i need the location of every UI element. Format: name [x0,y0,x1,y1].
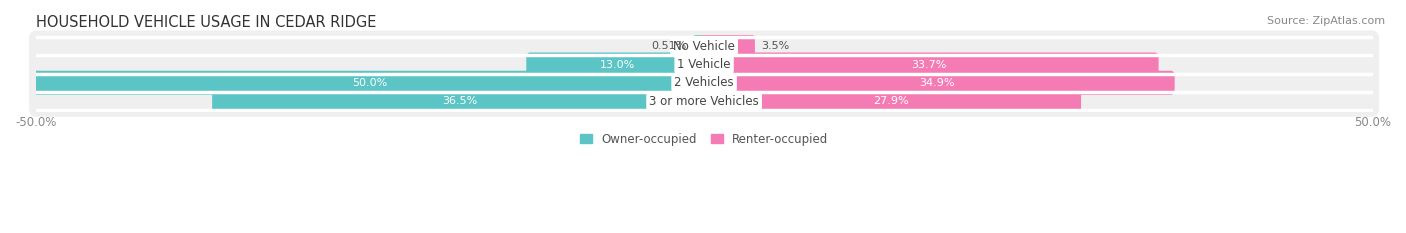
Text: 2 Vehicles: 2 Vehicles [675,76,734,89]
FancyBboxPatch shape [700,71,1174,95]
Text: 33.7%: 33.7% [911,59,948,69]
FancyBboxPatch shape [30,31,1379,62]
FancyBboxPatch shape [212,89,709,113]
FancyBboxPatch shape [30,49,1379,80]
FancyBboxPatch shape [693,34,709,58]
FancyBboxPatch shape [30,67,1379,99]
Text: HOUSEHOLD VEHICLE USAGE IN CEDAR RIDGE: HOUSEHOLD VEHICLE USAGE IN CEDAR RIDGE [35,15,375,30]
Text: 3.5%: 3.5% [762,41,790,51]
Text: No Vehicle: No Vehicle [673,40,735,53]
Text: 50.0%: 50.0% [353,78,388,88]
Text: 13.0%: 13.0% [599,59,636,69]
FancyBboxPatch shape [700,52,1159,77]
Text: 27.9%: 27.9% [873,96,908,106]
FancyBboxPatch shape [700,89,1081,113]
FancyBboxPatch shape [32,71,709,95]
FancyBboxPatch shape [526,52,709,77]
Text: 3 or more Vehicles: 3 or more Vehicles [650,95,759,107]
Text: 34.9%: 34.9% [920,78,955,88]
Legend: Owner-occupied, Renter-occupied: Owner-occupied, Renter-occupied [579,133,828,146]
FancyBboxPatch shape [30,85,1379,117]
Text: 36.5%: 36.5% [443,96,478,106]
FancyBboxPatch shape [700,34,755,58]
Text: 0.51%: 0.51% [651,41,686,51]
Text: Source: ZipAtlas.com: Source: ZipAtlas.com [1267,16,1385,26]
Text: 1 Vehicle: 1 Vehicle [678,58,731,71]
